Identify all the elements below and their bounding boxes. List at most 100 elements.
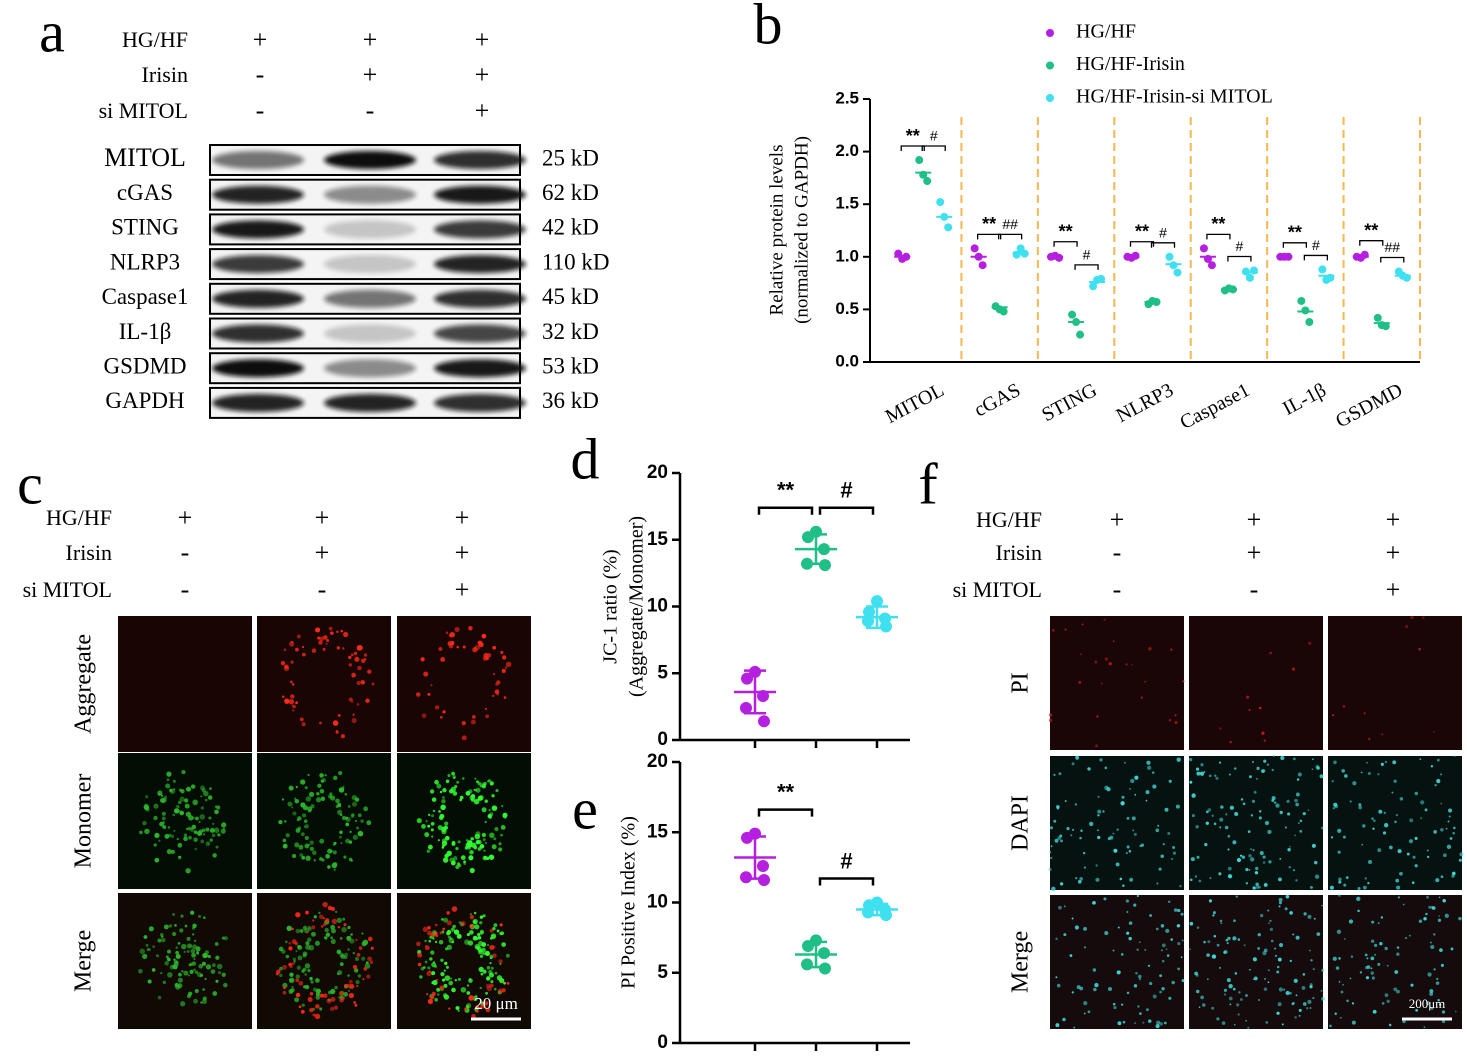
condition-mark: + <box>455 575 470 604</box>
cell-signal <box>309 976 313 981</box>
sig-label: # <box>930 128 938 144</box>
cell-signal <box>430 828 434 832</box>
legend-label: HG/HF-Irisin-si MITOL <box>1076 86 1273 108</box>
cell-signal <box>1295 792 1300 797</box>
blot-band <box>324 151 416 169</box>
cell-signal <box>147 979 152 984</box>
cell-signal <box>278 820 283 825</box>
cell-signal <box>1248 775 1252 779</box>
row-label: Merge <box>71 930 97 992</box>
cell-signal <box>177 805 180 808</box>
cell-signal <box>353 1001 357 1004</box>
cell-signal <box>457 977 461 981</box>
micrograph <box>1050 756 1184 890</box>
cell-signal <box>1221 1021 1226 1025</box>
cell-signal <box>343 991 349 997</box>
cell-signal <box>295 928 301 934</box>
cell-signal <box>1205 810 1209 814</box>
cell-signal <box>185 827 189 831</box>
cell-signal <box>470 719 476 725</box>
data-point <box>1097 274 1106 283</box>
cell-signal <box>1338 880 1342 884</box>
cell-signal <box>1363 712 1366 715</box>
cell-signal <box>1436 779 1441 784</box>
cell-signal <box>193 968 196 971</box>
cell-signal <box>494 689 500 695</box>
cell-signal <box>421 824 426 829</box>
cell-signal <box>198 964 203 969</box>
micrograph <box>397 616 531 752</box>
cell-signal <box>1096 715 1099 718</box>
cell-signal <box>200 839 205 844</box>
cell-signal <box>351 717 357 724</box>
cell-signal <box>1199 771 1205 776</box>
cell-signal <box>1220 922 1223 925</box>
cell-signal <box>473 795 476 798</box>
cell-signal <box>457 862 461 866</box>
cell-signal <box>352 713 355 716</box>
cell-signal <box>1266 763 1270 766</box>
cell-signal <box>1381 733 1384 736</box>
cell-signal <box>1226 978 1231 983</box>
cell-signal <box>342 631 349 638</box>
cell-signal <box>1170 648 1173 651</box>
sig-label: ** <box>1364 220 1378 240</box>
cell-signal <box>1424 808 1428 812</box>
cell-signal <box>427 925 431 930</box>
cell-signal <box>336 917 343 924</box>
cell-signal <box>1302 973 1306 976</box>
cell-signal <box>1092 968 1097 972</box>
cell-signal <box>354 968 359 973</box>
cell-signal <box>190 784 196 789</box>
cell-signal <box>491 805 498 811</box>
condition-label: si MITOL <box>953 577 1042 602</box>
cell-signal <box>1144 680 1147 684</box>
cell-signal <box>477 940 484 947</box>
cell-signal <box>307 968 311 973</box>
cell-signal <box>1309 1007 1312 1009</box>
cell-signal <box>1155 1024 1160 1029</box>
cell-signal <box>184 803 190 809</box>
cell-signal <box>1277 957 1282 962</box>
cell-signal <box>1219 826 1222 829</box>
cell-signal <box>315 797 322 803</box>
cell-signal <box>1225 813 1228 816</box>
cell-signal <box>447 773 451 778</box>
cell-signal <box>1384 760 1388 764</box>
cell-signal <box>471 715 476 719</box>
cell-signal <box>300 832 305 837</box>
cell-signal <box>1055 976 1058 979</box>
cell-signal <box>1211 814 1214 817</box>
cell-signal <box>201 828 206 833</box>
cell-signal <box>493 837 497 841</box>
cell-signal <box>329 792 333 796</box>
sig-bracket <box>1380 256 1405 263</box>
data-point <box>1068 310 1077 319</box>
protein-name: Caspase1 <box>102 284 189 309</box>
legend-marker <box>1046 94 1054 102</box>
cell-signal <box>1239 854 1243 857</box>
cell-signal <box>1364 877 1367 880</box>
cell-signal <box>351 813 355 817</box>
blot-band <box>212 151 304 169</box>
cell-signal <box>1206 953 1210 957</box>
cell-signal <box>191 952 196 958</box>
y-axis-label: PI Positive Index (%) <box>618 816 640 989</box>
cell-signal <box>284 820 287 823</box>
cell-signal <box>346 983 350 987</box>
condition-mark: + <box>363 60 378 89</box>
sig-label: ** <box>1135 221 1149 241</box>
cell-signal <box>157 938 162 943</box>
cell-signal <box>1235 895 1238 898</box>
cell-signal <box>194 970 199 974</box>
cell-signal <box>438 646 443 651</box>
cell-signal <box>183 970 189 976</box>
cell-signal <box>1115 862 1120 867</box>
cell-signal <box>212 991 218 996</box>
cell-signal <box>1433 730 1436 733</box>
cell-signal <box>440 971 445 977</box>
cell-signal <box>452 924 457 929</box>
cell-signal <box>199 974 203 978</box>
cell-signal <box>436 783 442 789</box>
cell-signal <box>1232 840 1237 845</box>
